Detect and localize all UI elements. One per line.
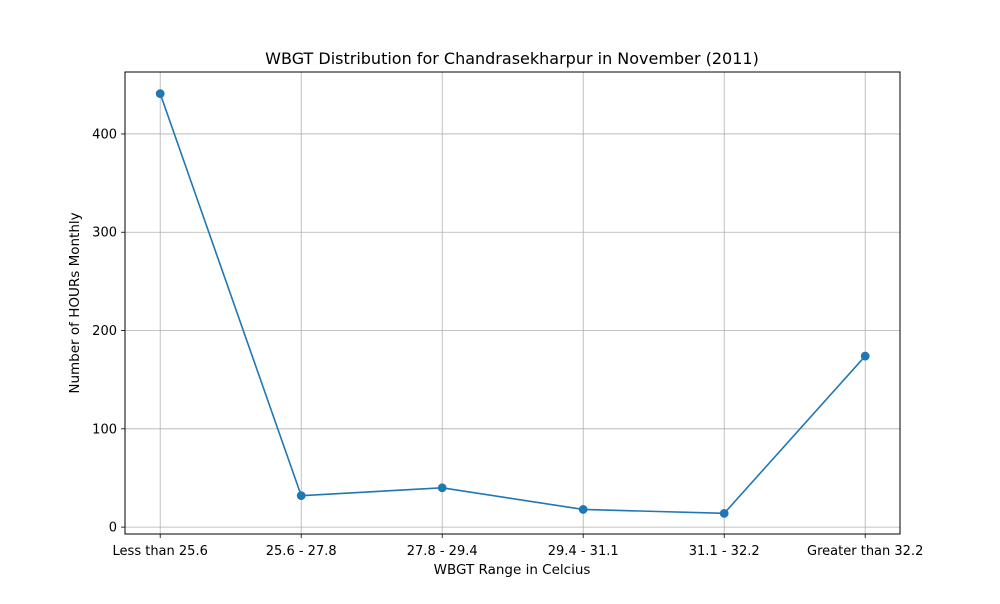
x-axis-label: WBGT Range in Celcius xyxy=(434,562,591,578)
data-point xyxy=(296,491,306,501)
grid xyxy=(125,72,900,534)
data-point xyxy=(155,89,165,99)
data-point xyxy=(437,483,447,493)
chart-title: WBGT Distribution for Chandrasekharpur i… xyxy=(265,49,759,68)
plot-area-frame xyxy=(124,71,901,535)
y-tick-label: 100 xyxy=(92,422,117,437)
x-tick-label: 25.6 - 27.8 xyxy=(266,544,337,559)
x-tick-label: 29.4 - 31.1 xyxy=(548,544,619,559)
x-tick-label: Less than 25.6 xyxy=(113,544,208,559)
x-axis-ticks: Less than 25.6 25.6 - 27.8 27.8 - 29.4 29.4… xyxy=(113,534,923,559)
x-tick-label: 27.8 - 29.4 xyxy=(407,544,478,559)
y-tick-label: 300 xyxy=(92,226,117,241)
y-tick-label: 0 xyxy=(109,521,117,536)
y-tick-label: 200 xyxy=(92,324,117,339)
x-tick-label: Greater than 32.2 xyxy=(807,544,923,559)
data-point xyxy=(578,505,588,514)
x-tick-label: 31.1 - 32.2 xyxy=(689,544,760,559)
data-point xyxy=(860,351,870,361)
series xyxy=(155,89,870,518)
y-tick-label: 400 xyxy=(92,127,117,142)
data-point xyxy=(719,508,729,518)
y-axis-label: Number of HOURs Monthly xyxy=(67,212,83,393)
y-axis-ticks: 0 100 200 300 400 xyxy=(92,127,125,536)
series-line xyxy=(159,93,866,515)
